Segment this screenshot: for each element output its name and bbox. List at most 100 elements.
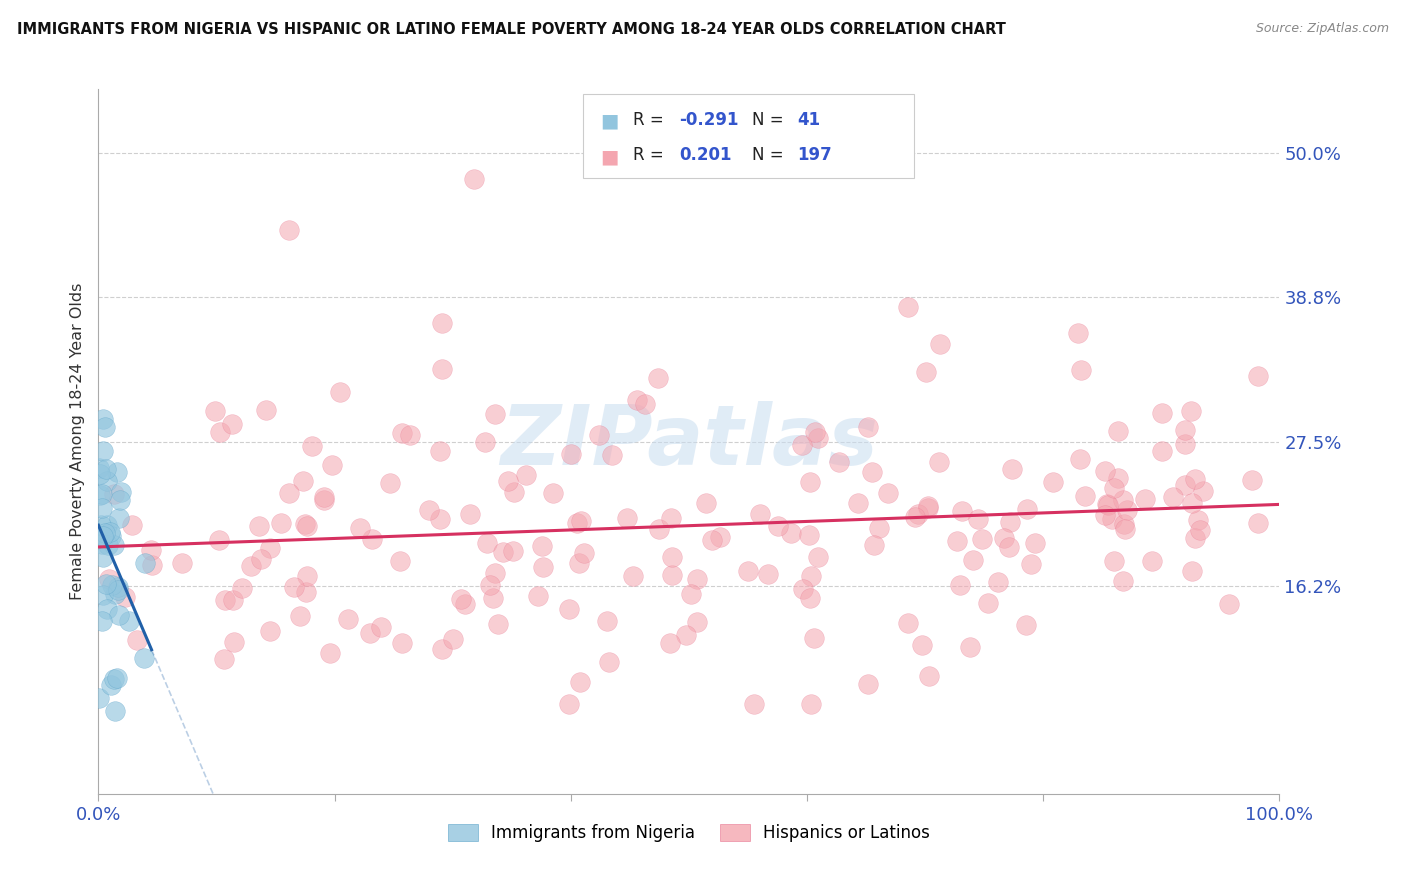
Point	[204, 403, 226, 417]
Point	[463, 172, 485, 186]
Point	[118, 615, 141, 629]
Point	[104, 587, 127, 601]
Point	[616, 511, 638, 525]
Point	[502, 543, 524, 558]
Point	[998, 515, 1021, 529]
Point	[799, 528, 821, 542]
Point	[531, 539, 554, 553]
Point	[87, 461, 110, 475]
Point	[1101, 512, 1123, 526]
Point	[598, 655, 620, 669]
Point	[96, 474, 118, 488]
Point	[90, 537, 112, 551]
Point	[1067, 326, 1090, 340]
Point	[1114, 522, 1136, 536]
Point	[294, 584, 316, 599]
Point	[336, 612, 359, 626]
Legend: Immigrants from Nigeria, Hispanics or Latinos: Immigrants from Nigeria, Hispanics or La…	[441, 817, 936, 849]
Point	[661, 567, 683, 582]
Point	[231, 582, 253, 596]
Text: -0.291: -0.291	[679, 111, 738, 128]
Point	[1181, 564, 1204, 578]
Point	[388, 554, 411, 568]
Point	[1150, 444, 1173, 458]
Point	[1150, 406, 1173, 420]
Point	[856, 677, 879, 691]
Point	[807, 550, 830, 565]
Point	[1019, 557, 1042, 571]
Point	[91, 549, 114, 564]
Point	[208, 533, 231, 548]
Point	[515, 468, 537, 483]
Point	[97, 572, 120, 586]
Point	[370, 620, 392, 634]
Point	[1140, 554, 1163, 568]
Point	[222, 593, 245, 607]
Point	[1188, 523, 1211, 537]
Text: 197: 197	[797, 146, 832, 164]
Point	[283, 580, 305, 594]
Text: 0.201: 0.201	[679, 146, 731, 164]
Point	[1104, 554, 1126, 568]
Point	[1240, 473, 1263, 487]
Text: ■: ■	[600, 147, 619, 166]
Point	[1070, 363, 1092, 377]
Point	[1015, 617, 1038, 632]
Point	[125, 632, 148, 647]
Point	[950, 504, 973, 518]
Point	[647, 370, 669, 384]
Point	[239, 558, 262, 573]
Point	[496, 474, 519, 488]
Point	[250, 552, 273, 566]
Point	[917, 500, 939, 515]
Point	[918, 668, 941, 682]
Point	[709, 530, 731, 544]
Point	[749, 507, 772, 521]
Point	[700, 533, 723, 547]
Point	[430, 316, 453, 330]
Point	[766, 518, 789, 533]
Point	[139, 543, 162, 558]
Point	[997, 541, 1019, 555]
Point	[259, 541, 281, 555]
Point	[114, 591, 136, 605]
Point	[295, 569, 318, 583]
Point	[1097, 498, 1119, 512]
Point	[107, 582, 129, 597]
Point	[478, 577, 501, 591]
Point	[661, 549, 683, 564]
Point	[454, 598, 477, 612]
Point	[1107, 424, 1129, 438]
Point	[474, 434, 496, 449]
Point	[105, 671, 128, 685]
Point	[987, 575, 1010, 590]
Point	[959, 640, 981, 654]
Point	[911, 638, 934, 652]
Point	[904, 509, 927, 524]
Point	[121, 518, 143, 533]
Point	[482, 591, 505, 605]
Point	[429, 511, 451, 525]
Point	[527, 590, 550, 604]
Point	[877, 486, 900, 500]
Point	[477, 536, 499, 550]
Text: IMMIGRANTS FROM NIGERIA VS HISPANIC OR LATINO FEMALE POVERTY AMONG 18-24 YEAR OL: IMMIGRANTS FROM NIGERIA VS HISPANIC OR L…	[17, 22, 1005, 37]
Point	[502, 484, 524, 499]
Point	[94, 420, 117, 434]
Point	[329, 384, 352, 399]
Point	[418, 503, 440, 517]
Point	[103, 487, 125, 501]
Point	[929, 337, 952, 351]
Point	[319, 646, 342, 660]
Point	[686, 572, 709, 586]
Point	[1112, 493, 1135, 508]
Point	[484, 566, 506, 580]
Text: N =: N =	[752, 111, 789, 128]
Point	[967, 512, 990, 526]
Point	[103, 704, 125, 718]
Point	[1174, 437, 1197, 451]
Point	[1097, 497, 1119, 511]
Point	[1174, 423, 1197, 437]
Point	[1114, 517, 1136, 532]
Point	[134, 651, 156, 665]
